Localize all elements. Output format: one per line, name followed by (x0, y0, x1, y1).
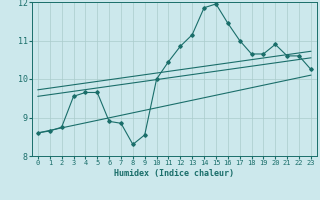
X-axis label: Humidex (Indice chaleur): Humidex (Indice chaleur) (115, 169, 234, 178)
